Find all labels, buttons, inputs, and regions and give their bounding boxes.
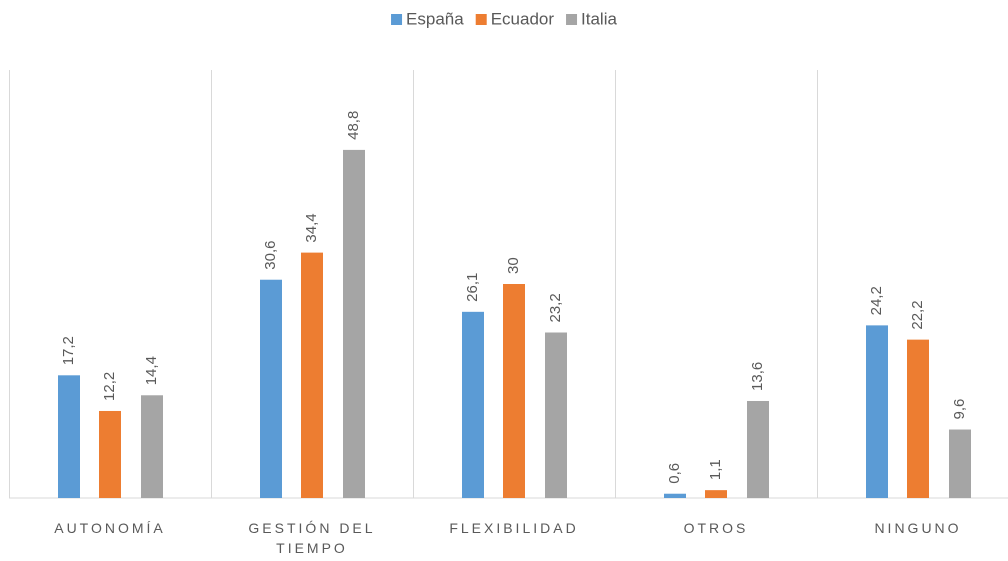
- bar: [664, 493, 686, 498]
- bar: [343, 149, 365, 499]
- value-label: 48,8: [345, 111, 362, 140]
- value-label: 22,2: [909, 300, 926, 329]
- bar: [99, 410, 121, 498]
- value-label: 34,4: [303, 213, 320, 242]
- bar: [301, 252, 323, 498]
- bar: [747, 400, 769, 498]
- x-tick-label: GESTIÓN DEL TIEMPO: [248, 520, 376, 556]
- value-label: 12,2: [101, 372, 118, 401]
- bar: [58, 375, 80, 498]
- value-label: 26,1: [464, 273, 481, 302]
- legend-label: Ecuador: [491, 9, 555, 28]
- bar: [705, 490, 727, 498]
- bar: [545, 332, 567, 498]
- bar: [949, 429, 971, 498]
- legend-swatch: [475, 14, 487, 25]
- value-label: 30,6: [262, 241, 279, 270]
- value-label: 13,6: [749, 362, 766, 391]
- bar: [503, 284, 525, 498]
- bar: [866, 325, 888, 498]
- bar: [462, 311, 484, 498]
- legend-label: España: [406, 9, 464, 28]
- value-label: 17,2: [60, 336, 77, 365]
- bar: [907, 339, 929, 498]
- value-label: 23,2: [547, 293, 564, 322]
- value-label: 1,1: [707, 459, 724, 480]
- x-tick-label: NINGUNO: [874, 520, 962, 536]
- value-label: 30: [505, 257, 522, 274]
- x-tick-label: OTROS: [683, 520, 749, 536]
- bar: [141, 395, 163, 498]
- value-label: 9,6: [951, 399, 968, 420]
- legend-label: Italia: [581, 9, 617, 28]
- value-label: 0,6: [666, 463, 683, 484]
- value-label: 14,4: [143, 356, 160, 385]
- legend-swatch: [566, 14, 578, 25]
- x-tick-label: FLEXIBILIDAD: [449, 520, 579, 536]
- bar: [260, 279, 282, 498]
- value-label: 24,2: [868, 286, 885, 315]
- x-tick-label: AUTONOMÍA: [54, 520, 166, 536]
- legend-swatch: [391, 14, 403, 25]
